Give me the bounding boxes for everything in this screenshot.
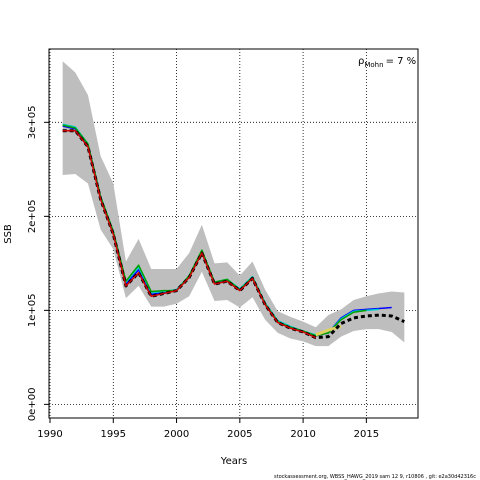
y-tick-label: 3e+05 (27, 106, 38, 140)
y-tick-label: 2e+05 (27, 200, 38, 234)
annotation-symbol: ρ (358, 56, 364, 67)
y-axis-label: SSB (3, 224, 14, 244)
footer: stockassessment.org, WBSS_HAWG_2019 sam … (274, 474, 476, 480)
x-tick-label: 2015 (354, 429, 379, 440)
x-tick-label: 2005 (227, 429, 252, 440)
x-tick-label: 2010 (290, 429, 315, 440)
x-tick-label: 1990 (37, 429, 62, 440)
annotation-text: = 7 % (386, 56, 417, 67)
annotation: ρMohn = 7 % (358, 56, 416, 69)
x-axis-label: Years (220, 456, 247, 467)
series-line (62, 130, 317, 339)
plot-frame (48, 48, 419, 419)
x-tick-label: 2000 (164, 429, 189, 440)
confidence-band (62, 61, 405, 347)
y-tick-label: 0e+00 (27, 388, 38, 422)
x-tick-label: 1995 (101, 429, 126, 440)
plot-area (49, 49, 418, 418)
y-tick-label: 1e+05 (27, 294, 38, 328)
annotation-subscript: Mohn (364, 61, 383, 69)
